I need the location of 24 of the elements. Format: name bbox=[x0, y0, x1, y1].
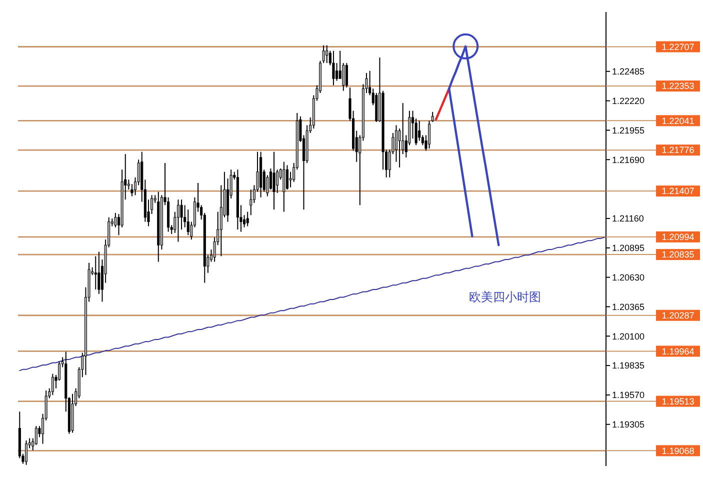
y-tick-label: 1.19835 bbox=[612, 360, 645, 371]
y-tick-label: 1.20365 bbox=[612, 302, 645, 312]
y-tick-label: 1.22220 bbox=[612, 96, 645, 106]
y-tick-label: 1.20895 bbox=[612, 243, 645, 254]
ref-line-label: 1.19068 bbox=[662, 446, 694, 456]
ref-line-label: 1.21776 bbox=[662, 145, 694, 156]
ref-line-label: 1.20835 bbox=[662, 250, 694, 260]
annotation: 欧美四小时图 bbox=[469, 290, 541, 304]
ref-line-label: 1.20287 bbox=[662, 310, 694, 321]
y-tick-label: 1.20630 bbox=[612, 272, 645, 282]
ref-line-label: 1.21407 bbox=[662, 186, 694, 196]
y-tick-label: 1.20100 bbox=[612, 331, 645, 342]
ref-line-label: 1.19513 bbox=[662, 396, 694, 406]
y-tick-label: 1.21160 bbox=[612, 214, 644, 224]
ref-line-label: 1.22353 bbox=[662, 81, 694, 92]
ref-line-label: 1.22707 bbox=[662, 42, 694, 52]
y-tick-label: 1.19305 bbox=[612, 420, 645, 430]
ref-line-label: 1.22041 bbox=[662, 116, 694, 126]
y-tick-label: 1.22485 bbox=[612, 66, 645, 77]
ref-line-label: 1.20994 bbox=[662, 232, 694, 242]
ref-line-label: 1.19964 bbox=[662, 346, 694, 356]
y-tick-label: 1.21690 bbox=[612, 154, 645, 165]
y-tick-label: 1.19570 bbox=[612, 390, 645, 400]
y-tick-label: 1.21955 bbox=[612, 125, 645, 136]
